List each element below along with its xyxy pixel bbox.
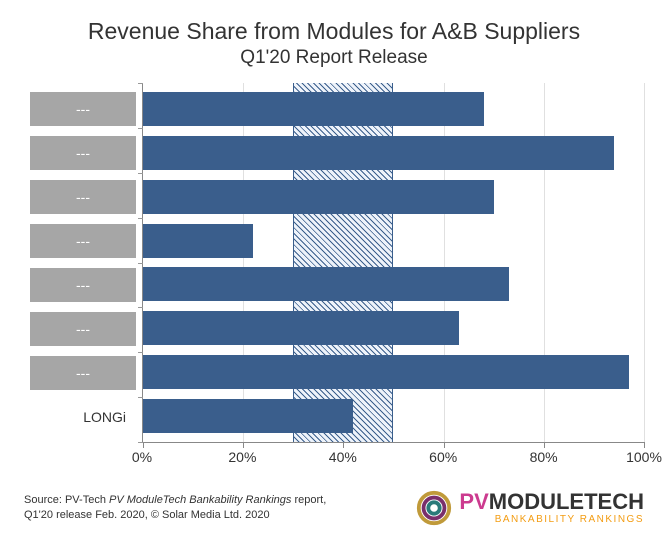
- bar: [143, 224, 253, 258]
- y-axis-labels: --- --- --- --- --- --- --- LONGi: [24, 83, 142, 443]
- bar-row: [143, 399, 644, 433]
- bar: [143, 311, 459, 345]
- bar: [143, 267, 509, 301]
- x-tick-label: 20%: [228, 449, 256, 465]
- y-label-box: ---: [30, 356, 136, 390]
- x-tick-label: 0%: [132, 449, 152, 465]
- y-label-box: ---: [30, 268, 136, 302]
- footer: Source: PV-Tech PV ModuleTech Bankabilit…: [24, 489, 644, 527]
- chart-title: Revenue Share from Modules for A&B Suppl…: [24, 18, 644, 45]
- logo-pv: PV: [459, 491, 488, 513]
- bar-row: [143, 136, 644, 170]
- source-italic: PV ModuleTech Bankability Rankings: [109, 494, 291, 506]
- bars-region: [142, 83, 644, 443]
- x-tick-label: 60%: [429, 449, 457, 465]
- logo-text: PVMODULETECH BANKABILITY RANKINGS: [459, 491, 644, 525]
- x-axis: 0%20%40%60%80%100%: [142, 443, 644, 467]
- x-tick-label: 80%: [530, 449, 558, 465]
- bar-row: [143, 224, 644, 258]
- y-label: LONGi: [24, 400, 136, 434]
- x-tick-label: 100%: [626, 449, 662, 465]
- chart-container: Revenue Share from Modules for A&B Suppl…: [0, 0, 668, 557]
- x-tick: [644, 442, 645, 448]
- source-line2: Q1'20 release Feb. 2020, © Solar Media L…: [24, 509, 270, 521]
- bar: [143, 399, 353, 433]
- chart-subtitle: Q1'20 Report Release: [24, 47, 644, 69]
- y-label: ---: [24, 224, 136, 258]
- y-label: ---: [24, 268, 136, 302]
- y-label: ---: [24, 312, 136, 346]
- bar: [143, 92, 484, 126]
- source-line1-suffix: report,: [291, 494, 326, 506]
- y-label-box: ---: [30, 312, 136, 346]
- plot-area: --- --- --- --- --- --- --- LONGi: [24, 83, 644, 443]
- y-label-box: ---: [30, 136, 136, 170]
- bar: [143, 136, 614, 170]
- logo-rings-icon: [415, 489, 453, 527]
- y-label: ---: [24, 92, 136, 126]
- y-label: ---: [24, 136, 136, 170]
- bar-row: [143, 180, 644, 214]
- brand-logo: PVMODULETECH BANKABILITY RANKINGS: [415, 489, 644, 527]
- y-label: ---: [24, 180, 136, 214]
- bar-row: [143, 311, 644, 345]
- bar: [143, 355, 629, 389]
- bars-stack: [143, 83, 644, 442]
- y-label: ---: [24, 356, 136, 390]
- x-tick-label: 40%: [329, 449, 357, 465]
- logo-moduletech: MODULETECH: [489, 491, 644, 513]
- source-text: Source: PV-Tech PV ModuleTech Bankabilit…: [24, 493, 326, 523]
- bar-row: [143, 355, 644, 389]
- bar: [143, 180, 494, 214]
- y-label-box: ---: [30, 224, 136, 258]
- logo-sub: BANKABILITY RANKINGS: [459, 515, 644, 525]
- gridline: [644, 83, 645, 442]
- source-line1-prefix: Source: PV-Tech: [24, 494, 109, 506]
- y-label-box: ---: [30, 180, 136, 214]
- y-label-box: ---: [30, 92, 136, 126]
- bar-row: [143, 267, 644, 301]
- bar-row: [143, 92, 644, 126]
